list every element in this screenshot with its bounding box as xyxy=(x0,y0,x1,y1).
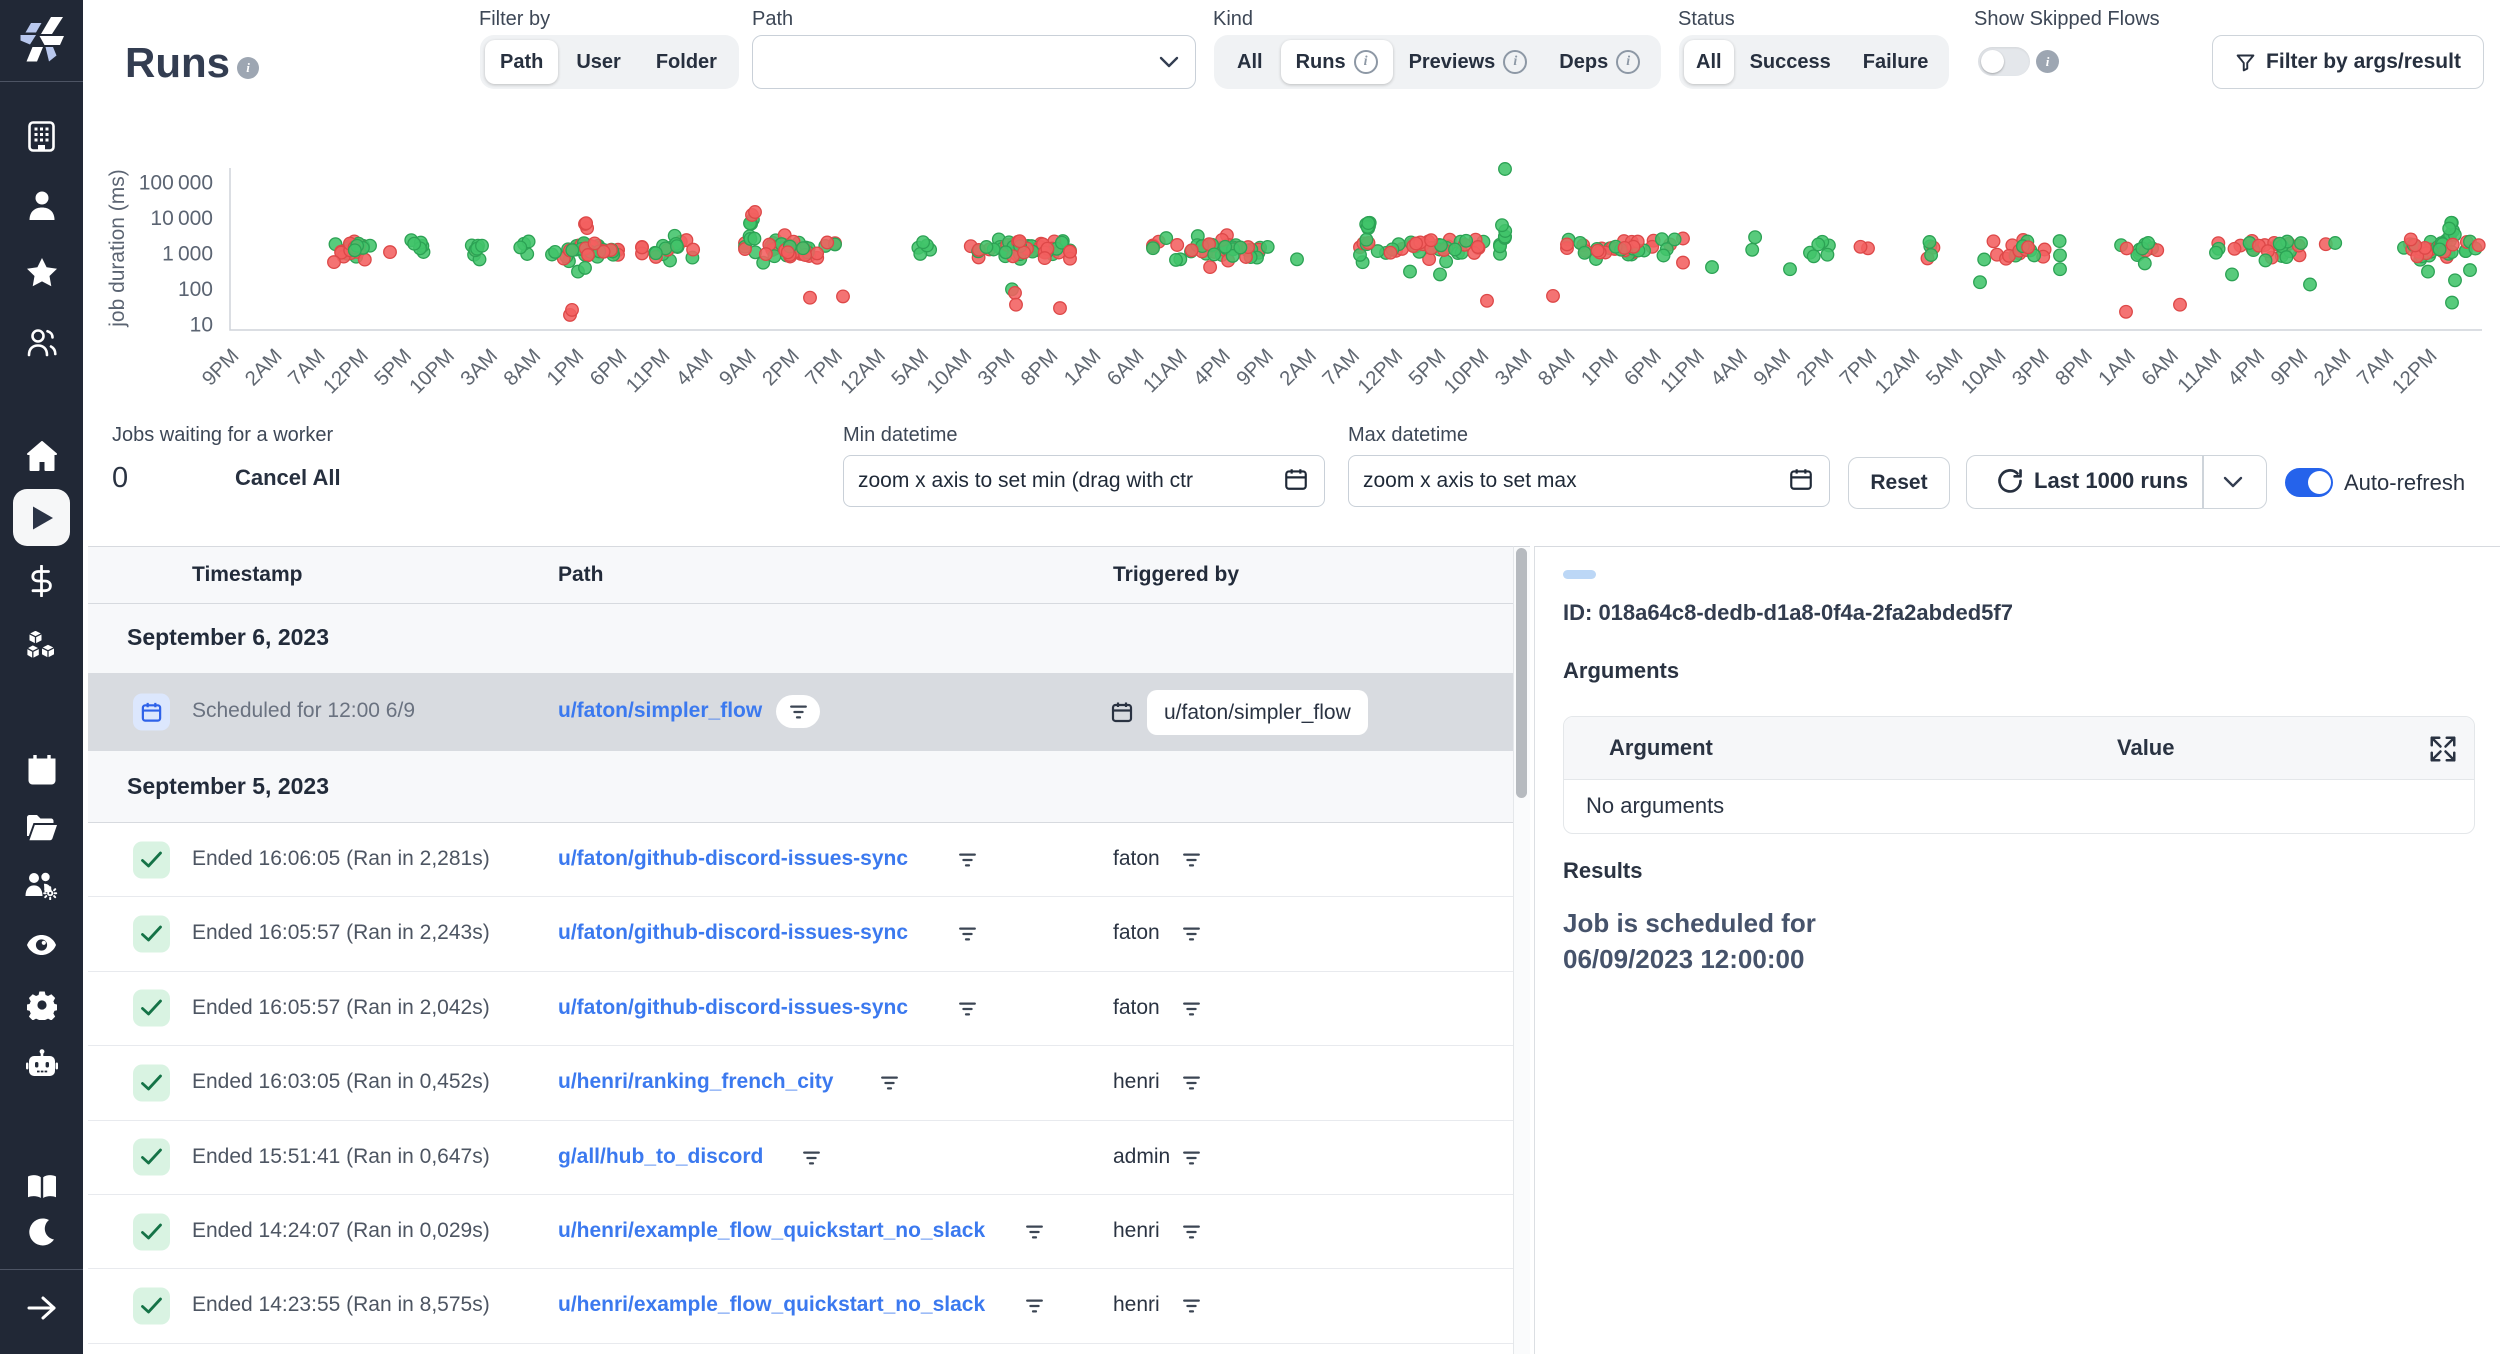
svg-text:9PM: 9PM xyxy=(1232,344,1278,390)
svg-text:10PM: 10PM xyxy=(405,344,459,398)
svg-text:10 000: 10 000 xyxy=(150,207,213,230)
svg-text:12PM: 12PM xyxy=(1353,344,1407,398)
svg-text:10: 10 xyxy=(190,314,213,337)
svg-text:8PM: 8PM xyxy=(1016,344,1062,390)
svg-text:11PM: 11PM xyxy=(621,344,674,397)
svg-text:8AM: 8AM xyxy=(1534,344,1580,390)
svg-text:100 000: 100 000 xyxy=(139,172,213,195)
svg-text:1PM: 1PM xyxy=(1577,344,1623,390)
svg-text:4AM: 4AM xyxy=(672,344,718,390)
svg-text:2AM: 2AM xyxy=(241,344,287,390)
svg-text:2AM: 2AM xyxy=(2309,344,2355,390)
svg-text:100: 100 xyxy=(178,278,213,301)
svg-text:1PM: 1PM xyxy=(542,344,588,390)
svg-text:4PM: 4PM xyxy=(1189,344,1235,390)
svg-text:9PM: 9PM xyxy=(2266,344,2312,390)
svg-text:11AM: 11AM xyxy=(1139,344,1192,397)
svg-text:1AM: 1AM xyxy=(2094,344,2140,390)
svg-text:4AM: 4AM xyxy=(1706,344,1752,390)
svg-text:8AM: 8AM xyxy=(499,344,545,390)
svg-text:9AM: 9AM xyxy=(715,344,761,390)
svg-text:1AM: 1AM xyxy=(1059,344,1105,390)
svg-text:8PM: 8PM xyxy=(2051,344,2097,390)
svg-text:4PM: 4PM xyxy=(2223,344,2269,390)
svg-text:12PM: 12PM xyxy=(2387,344,2441,398)
svg-text:9AM: 9AM xyxy=(1749,344,1795,390)
svg-text:3AM: 3AM xyxy=(456,344,502,390)
svg-text:2PM: 2PM xyxy=(758,344,804,390)
svg-text:12AM: 12AM xyxy=(1870,344,1924,398)
svg-text:1 000: 1 000 xyxy=(162,243,213,266)
svg-text:job duration (ms): job duration (ms) xyxy=(106,169,129,328)
svg-text:3AM: 3AM xyxy=(1490,344,1536,390)
svg-text:11AM: 11AM xyxy=(2173,344,2226,397)
svg-text:11PM: 11PM xyxy=(1656,344,1709,397)
svg-text:10AM: 10AM xyxy=(1956,344,2010,398)
svg-text:3PM: 3PM xyxy=(973,344,1019,390)
svg-text:10AM: 10AM xyxy=(922,344,976,398)
svg-text:12AM: 12AM xyxy=(836,344,890,398)
svg-text:9PM: 9PM xyxy=(197,344,243,390)
svg-text:12PM: 12PM xyxy=(319,344,373,398)
svg-text:10PM: 10PM xyxy=(1439,344,1493,398)
svg-text:2PM: 2PM xyxy=(1792,344,1838,390)
svg-text:2AM: 2AM xyxy=(1275,344,1321,390)
svg-text:3PM: 3PM xyxy=(2008,344,2054,390)
